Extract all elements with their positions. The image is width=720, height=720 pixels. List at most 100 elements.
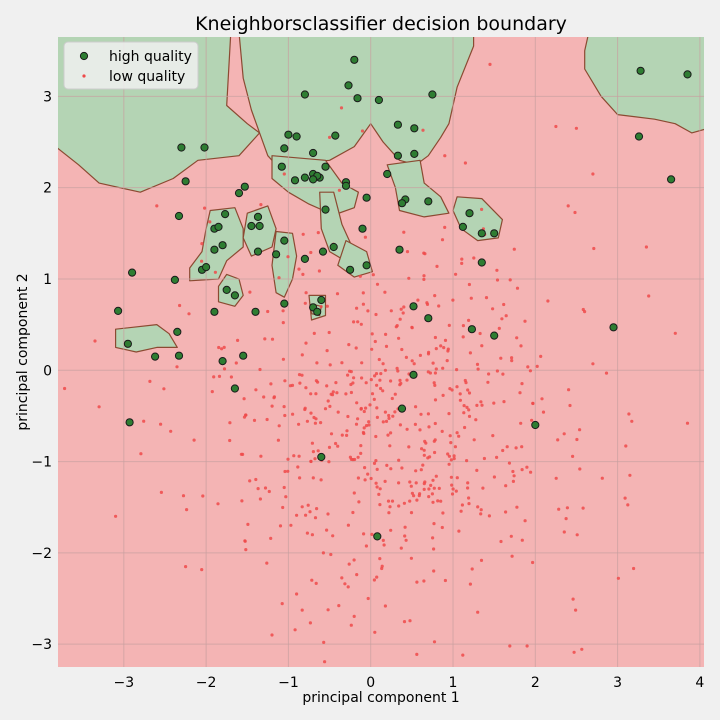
low-quality-point [575, 437, 579, 442]
low-quality-point [368, 403, 372, 407]
low-quality-point [248, 290, 252, 294]
low-quality-point [526, 365, 530, 369]
low-quality-point [298, 381, 302, 385]
low-quality-point [402, 305, 406, 309]
low-quality-point [175, 365, 179, 369]
low-quality-point [378, 557, 382, 561]
high-quality-point [214, 222, 223, 231]
low-quality-point [388, 505, 392, 509]
low-quality-point [270, 633, 274, 637]
low-quality-point [479, 400, 483, 404]
low-quality-point [272, 396, 276, 400]
low-quality-point [427, 350, 431, 354]
low-quality-point [432, 439, 436, 443]
low-quality-point [396, 369, 400, 373]
low-quality-point [280, 602, 284, 606]
low-quality-point [523, 519, 527, 523]
low-quality-point [395, 366, 399, 370]
low-quality-point [504, 510, 508, 514]
low-quality-point [348, 455, 352, 459]
low-quality-point [467, 318, 471, 322]
low-quality-point [93, 339, 97, 343]
low-quality-point [347, 343, 351, 347]
low-quality-point [380, 566, 384, 571]
low-quality-point [398, 423, 402, 427]
low-quality-point [308, 510, 312, 514]
low-quality-point [359, 444, 363, 448]
low-quality-point [467, 282, 471, 287]
low-quality-point [361, 302, 365, 306]
low-quality-point [359, 406, 363, 411]
low-quality-point [465, 459, 469, 463]
low-quality-point [312, 331, 316, 335]
low-quality-point [203, 206, 207, 210]
low-quality-point [393, 392, 397, 396]
x-tick-label: 1 [449, 675, 458, 691]
low-quality-point [405, 378, 409, 382]
low-quality-point [300, 608, 304, 612]
high-quality-point [317, 295, 326, 305]
low-quality-point [439, 344, 443, 348]
low-quality-point [283, 469, 287, 474]
low-quality-point [317, 269, 321, 273]
low-quality-point [319, 421, 323, 425]
low-quality-point [306, 503, 310, 507]
low-quality-point [566, 204, 570, 208]
low-quality-point [627, 412, 631, 416]
low-quality-point [432, 547, 436, 551]
x-tick-label: 2 [531, 675, 540, 691]
low-quality-point [410, 491, 414, 495]
low-quality-point [476, 505, 480, 509]
low-quality-point [446, 452, 450, 456]
high-quality-point [300, 90, 309, 99]
low-quality-point [355, 401, 359, 405]
low-quality-point [240, 499, 244, 503]
low-quality-point [644, 245, 649, 249]
low-quality-point [495, 455, 499, 459]
high-quality-point [358, 224, 367, 233]
low-quality-point [375, 406, 379, 410]
low-quality-point [475, 362, 480, 366]
high-quality-point [280, 144, 289, 153]
high-quality-point [230, 384, 239, 393]
low-quality-point [383, 368, 387, 372]
low-quality-point [283, 413, 287, 418]
low-quality-point [381, 389, 385, 393]
low-quality-point [434, 347, 438, 351]
low-quality-point [401, 311, 405, 315]
low-quality-point [311, 476, 315, 480]
low-quality-point [398, 378, 402, 382]
low-quality-point [430, 492, 434, 496]
low-quality-point [265, 417, 269, 422]
low-quality-point [495, 369, 499, 373]
low-quality-point [399, 381, 403, 385]
low-quality-point [433, 398, 438, 402]
low-quality-point [344, 392, 348, 396]
high-quality-point [247, 221, 256, 231]
low-quality-point [502, 400, 506, 404]
low-quality-point [433, 383, 437, 387]
high-quality-point [309, 148, 318, 158]
low-quality-point [673, 331, 677, 335]
low-quality-point [375, 383, 379, 387]
low-quality-point [297, 454, 301, 458]
high-quality-point [428, 90, 437, 99]
low-quality-point [371, 273, 375, 277]
low-quality-point [281, 309, 285, 313]
high-quality-point [221, 210, 230, 219]
low-quality-point [512, 474, 516, 478]
low-quality-point [304, 513, 308, 517]
low-quality-point [169, 429, 173, 433]
low-quality-point [440, 429, 444, 433]
high-quality-point [277, 162, 286, 171]
low-quality-point [374, 312, 378, 317]
low-quality-point [305, 419, 309, 423]
low-quality-point [441, 366, 445, 370]
low-quality-point [531, 401, 535, 406]
low-quality-point [422, 482, 426, 486]
low-quality-point [554, 476, 558, 480]
low-quality-point [387, 416, 391, 420]
low-quality-point [148, 379, 152, 383]
low-quality-point [200, 242, 204, 246]
low-quality-point [265, 561, 269, 565]
